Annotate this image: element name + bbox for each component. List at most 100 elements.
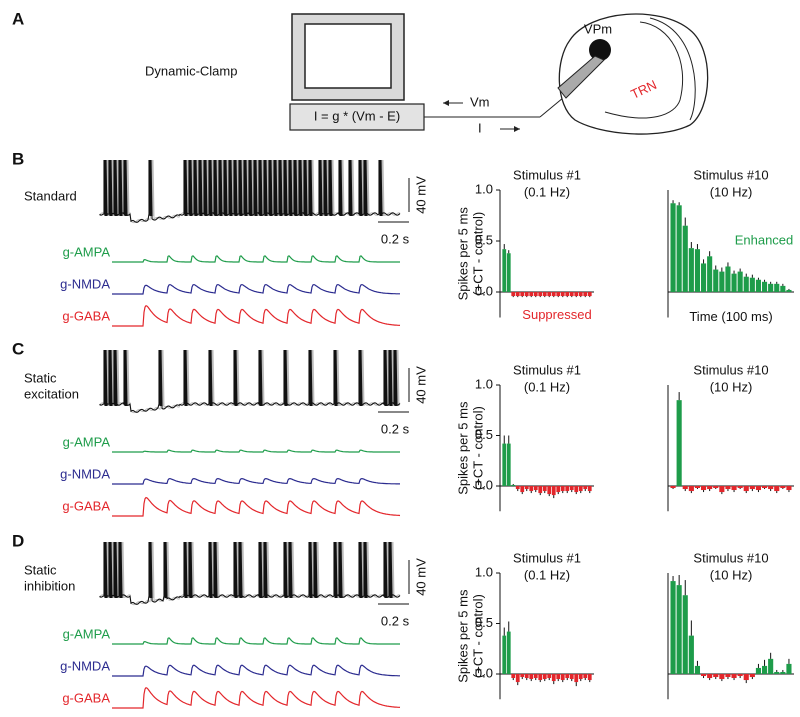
bar <box>719 271 725 292</box>
bar <box>694 486 701 489</box>
y-tick-label: 0.5 <box>475 232 493 247</box>
bar <box>587 674 592 681</box>
bar <box>533 292 538 297</box>
bar <box>560 292 565 297</box>
bar <box>688 635 694 674</box>
bar <box>694 249 701 292</box>
bar <box>538 292 543 297</box>
bar <box>511 292 516 297</box>
bar <box>707 674 713 679</box>
conductance-label: g-AMPA <box>63 244 111 259</box>
scale-label-t: 0.2 s <box>381 613 410 628</box>
bar <box>755 486 762 491</box>
bar <box>700 486 707 491</box>
conductance-trace <box>112 283 400 295</box>
bar <box>768 486 774 490</box>
bar <box>538 486 543 494</box>
bar <box>574 292 579 297</box>
bar <box>676 585 682 674</box>
conductance-label: g-GABA <box>62 498 110 513</box>
conductance-label: g-AMPA <box>63 434 111 449</box>
bar <box>565 674 570 679</box>
bar <box>719 486 725 493</box>
bar <box>737 271 743 292</box>
panel-letter: D <box>12 531 24 550</box>
bar <box>524 292 529 297</box>
bar <box>578 674 583 680</box>
bar <box>529 486 534 492</box>
conductance-trace <box>112 255 400 263</box>
bar <box>713 486 719 489</box>
chart-subtitle: (10 Hz) <box>710 379 753 394</box>
bar <box>502 635 507 674</box>
annotation: Enhanced <box>735 232 794 247</box>
chart-subtitle: (0.1 Hz) <box>524 379 570 394</box>
bar <box>542 674 547 680</box>
conductance-label: g-GABA <box>62 690 110 705</box>
voltage-trace-gray <box>99 541 401 606</box>
bar <box>560 674 565 681</box>
bar <box>768 283 774 292</box>
bar <box>583 292 588 297</box>
bar <box>761 486 768 489</box>
bar <box>700 674 707 677</box>
bar <box>583 674 588 679</box>
bar <box>682 225 688 292</box>
bar <box>551 674 556 682</box>
bar <box>506 253 511 292</box>
vpm-label: VPm <box>584 21 612 36</box>
bar <box>768 658 774 674</box>
annotation: Suppressed <box>522 307 591 322</box>
bar <box>694 665 701 674</box>
conductance-trace <box>112 637 400 645</box>
bar <box>743 276 749 292</box>
conductance-trace <box>112 496 401 517</box>
bar <box>587 292 592 297</box>
bar <box>749 674 755 678</box>
bar <box>556 486 561 493</box>
panel-letter: C <box>12 339 24 358</box>
y-tick-label: 1.0 <box>475 564 493 579</box>
bar <box>569 486 574 491</box>
bar <box>520 674 525 678</box>
bar <box>737 674 743 677</box>
bar <box>524 674 529 679</box>
bar <box>780 671 786 674</box>
bar <box>688 248 694 292</box>
scale-label-v: 40 mV <box>413 176 428 214</box>
bar <box>578 292 583 297</box>
arrow-head <box>443 100 449 106</box>
bar <box>780 285 786 292</box>
bar <box>560 486 565 492</box>
panel-letter: B <box>12 149 24 168</box>
voltage-trace <box>99 541 401 605</box>
bar <box>670 581 676 674</box>
chart-subtitle: (10 Hz) <box>710 567 753 582</box>
conductance-label: g-NMDA <box>60 466 110 481</box>
bar <box>713 674 719 678</box>
y-axis-label: (+CT - control) <box>470 406 485 490</box>
y-tick-label: 1.0 <box>475 376 493 391</box>
bar <box>502 249 507 292</box>
scale-label-v: 40 mV <box>413 558 428 596</box>
condition-label: Static <box>24 562 57 577</box>
conductance-label: g-NMDA <box>60 276 110 291</box>
conductance-trace <box>112 664 400 677</box>
scale-label-t: 0.2 s <box>381 421 410 436</box>
bar <box>743 486 749 492</box>
y-tick-label: 0.0 <box>475 283 493 298</box>
bar <box>502 443 507 486</box>
bar <box>749 486 755 490</box>
chart-title: Stimulus #10 <box>693 362 768 377</box>
y-axis-label: Spikes per 5 ms <box>455 589 470 683</box>
conductance-label: g-AMPA <box>63 626 111 641</box>
dynamic-clamp-label: Dynamic-Clamp <box>145 63 237 78</box>
bar <box>786 486 792 491</box>
condition-label: Static <box>24 370 57 385</box>
y-tick-label: 0.0 <box>475 477 493 492</box>
bar <box>533 486 538 491</box>
bar <box>713 269 719 292</box>
trn-outline <box>649 17 696 121</box>
bar <box>731 486 737 491</box>
